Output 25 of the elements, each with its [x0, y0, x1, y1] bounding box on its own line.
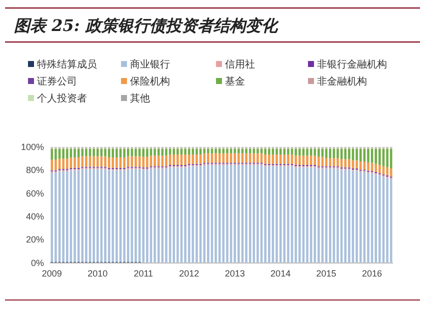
x-tick-label: 2012	[179, 268, 200, 278]
legend-label: 保险机构	[130, 76, 170, 88]
legend-label: 特殊结算成员	[37, 58, 97, 70]
y-tick-label: 100%	[20, 142, 44, 152]
legend-label: 非金融机构	[317, 76, 367, 88]
x-tick-label: 2016	[362, 268, 382, 278]
x-tick-label: 2011	[134, 268, 154, 278]
y-tick-label: 0%	[30, 258, 44, 268]
x-tick-label: 2009	[42, 268, 62, 278]
chart-title: 图表 25: 政策银行债投资者结构变化	[14, 16, 280, 35]
legend-label: 非银行金融机构	[317, 58, 387, 70]
legend-label: 商业银行	[130, 58, 170, 70]
x-tick-label: 2010	[88, 268, 108, 278]
legend-label: 其他	[130, 92, 150, 104]
x-tick-label: 2015	[316, 268, 336, 278]
legend-label: 基金	[225, 76, 245, 88]
y-tick-label: 80%	[26, 165, 44, 176]
legend-label: 个人投资者	[37, 92, 87, 104]
legend-label: 证券公司	[37, 76, 77, 88]
x-tick-label: 2014	[270, 268, 291, 278]
y-tick-label: 60%	[26, 188, 44, 198]
x-tick-label: 2013	[224, 268, 245, 278]
y-tick-label: 20%	[26, 234, 44, 245]
y-tick-label: 40%	[26, 211, 44, 222]
legend-label: 信用社	[225, 58, 255, 70]
